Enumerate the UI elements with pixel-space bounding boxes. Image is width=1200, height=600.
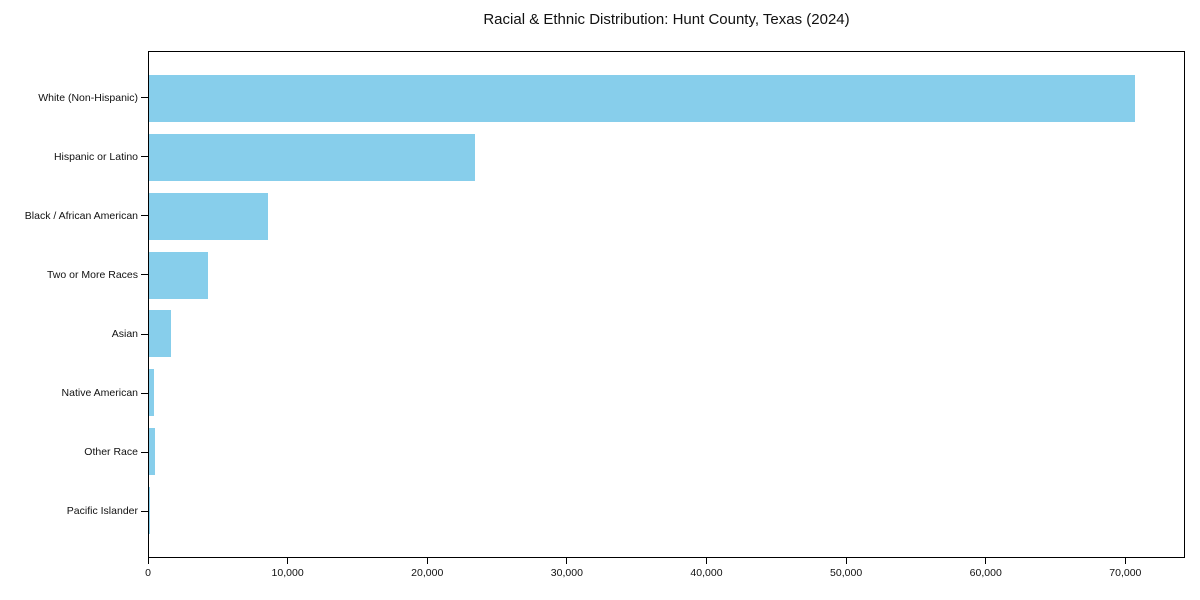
x-tick-label: 20,000 — [411, 567, 444, 579]
bar-row — [149, 305, 1184, 364]
x-tick-mark — [705, 557, 707, 564]
y-tick-label: Hispanic or Latino — [53, 150, 138, 163]
bar — [149, 192, 268, 240]
y-tick-mark — [141, 510, 148, 512]
bar-series — [149, 52, 1184, 557]
bar-row — [149, 128, 1184, 187]
x-tick-label: 70,000 — [1109, 567, 1142, 579]
y-tick: Pacific Islander — [0, 482, 148, 541]
bar — [149, 487, 150, 535]
x-axis: 0 10,000 20,000 30,000 40,000 50,000 60,000 70,… — [145, 557, 1184, 593]
bar-row — [149, 187, 1184, 246]
x-tick-mark — [985, 557, 987, 564]
bar — [149, 251, 208, 299]
y-tick-mark — [141, 274, 148, 276]
y-tick-mark — [141, 156, 148, 158]
y-tick-label: Other Race — [84, 446, 138, 459]
plot-area — [148, 51, 1185, 558]
y-tick-mark — [141, 451, 148, 453]
bar — [149, 133, 476, 181]
y-tick: Black / African American — [0, 186, 148, 245]
bar-row — [149, 363, 1184, 422]
y-tick: White (Non-Hispanic) — [0, 68, 148, 127]
x-tick-mark — [566, 557, 568, 564]
y-tick-mark — [141, 97, 148, 99]
x-tick-label: 40,000 — [690, 567, 723, 579]
bar-row — [149, 422, 1184, 481]
y-tick-mark — [141, 392, 148, 394]
x-tick-mark — [845, 557, 847, 564]
y-tick: Native American — [0, 364, 148, 423]
y-axis: White (Non-Hispanic) Hispanic or Latino Bl… — [0, 51, 148, 558]
bar — [149, 310, 171, 358]
y-tick-label: Pacific Islander — [66, 505, 138, 518]
y-tick-label: Black / African American — [24, 209, 138, 222]
bar — [149, 74, 1136, 122]
y-tick-label: White (Non-Hispanic) — [38, 91, 138, 104]
y-tick: Two or More Races — [0, 245, 148, 304]
y-tick-mark — [141, 333, 148, 335]
x-tick-label: 10,000 — [271, 567, 304, 579]
x-tick-label: 60,000 — [969, 567, 1002, 579]
x-tick-label: 0 — [145, 567, 151, 579]
x-tick-mark — [1124, 557, 1126, 564]
y-tick: Other Race — [0, 423, 148, 482]
y-tick-label: Native American — [61, 387, 138, 400]
x-tick-label: 30,000 — [550, 567, 583, 579]
x-tick-mark — [426, 557, 428, 564]
y-tick-mark — [141, 215, 148, 217]
bar-row — [149, 69, 1184, 128]
bar — [149, 369, 154, 417]
bar — [149, 428, 155, 476]
x-tick-mark — [287, 557, 289, 564]
y-tick-label: Asian — [111, 328, 138, 341]
x-tick-mark — [147, 557, 149, 564]
y-tick: Hispanic or Latino — [0, 127, 148, 186]
x-tick-label: 50,000 — [830, 567, 863, 579]
bar-row — [149, 481, 1184, 540]
bar-row — [149, 246, 1184, 305]
y-tick: Asian — [0, 305, 148, 364]
chart-title: Racial & Ethnic Distribution: Hunt Count… — [483, 11, 850, 28]
y-tick-label: Two or More Races — [46, 268, 138, 281]
